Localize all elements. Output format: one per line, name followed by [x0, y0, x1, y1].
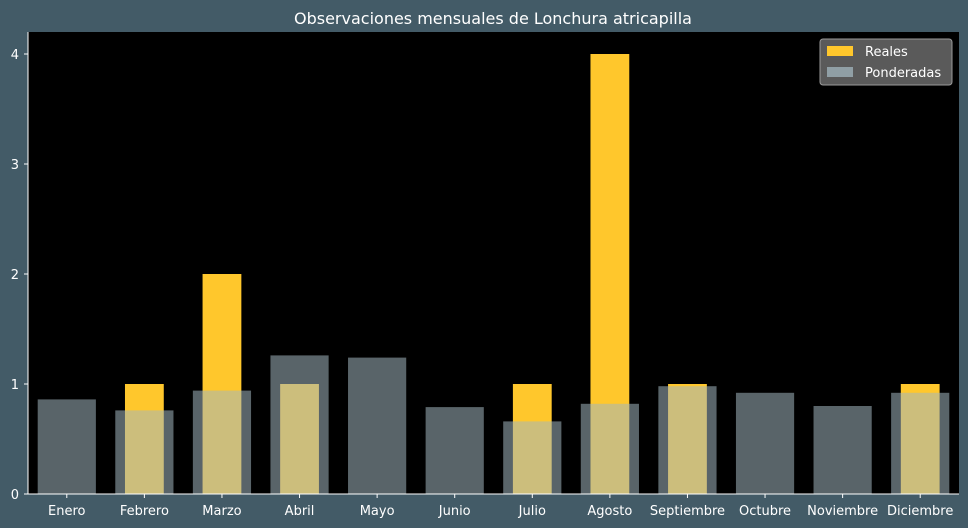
bar-ponderadas-junio — [425, 407, 484, 494]
y-tick-label: 0 — [11, 488, 19, 503]
legend-label-reales: Reales — [865, 45, 908, 60]
y-tick-label: 4 — [11, 48, 19, 63]
bar-ponderadas-noviembre — [813, 406, 872, 494]
bar-ponderadas-diciembre — [891, 392, 950, 494]
bar-ponderadas-agosto — [580, 403, 639, 494]
x-tick-label: Julio — [518, 504, 546, 519]
bar-ponderadas-octubre — [735, 392, 795, 494]
bar-ponderadas-enero — [37, 399, 96, 494]
bar-ponderadas-marzo — [192, 390, 252, 494]
y-tick-label: 2 — [11, 268, 19, 283]
x-tick-label: Diciembre — [887, 504, 953, 519]
bar-ponderadas-febrero — [115, 410, 174, 494]
y-tick-label: 3 — [11, 158, 19, 173]
bar-ponderadas-abril — [270, 355, 329, 494]
bar-ponderadas-septiembre — [658, 386, 717, 494]
x-tick-label: Mayo — [360, 504, 395, 519]
plot-area — [28, 32, 959, 494]
series-ponderadas-bars — [37, 355, 950, 494]
legend-label-ponderadas: Ponderadas — [865, 66, 941, 81]
x-tick-label: Abril — [285, 504, 315, 519]
x-axis: Enero Febrero Marzo Abril Mayo Junio Julio Agos… — [28, 493, 959, 519]
y-tick-label: 1 — [11, 378, 19, 393]
chart-title: Observaciones mensuales de Lonchura atri… — [294, 9, 692, 28]
x-tick-label: Septiembre — [650, 504, 725, 519]
x-tick-label: Febrero — [120, 504, 169, 519]
x-tick-label: Marzo — [202, 504, 241, 519]
legend: Reales Ponderadas — [819, 38, 953, 86]
x-tick-label: Agosto — [587, 504, 632, 519]
legend-swatch-ponderadas — [827, 67, 853, 77]
x-tick-label: Octubre — [739, 504, 791, 519]
x-tick-label: Noviembre — [807, 504, 878, 519]
x-tick-label: Junio — [438, 504, 471, 519]
y-axis: 0 1 2 3 4 — [11, 32, 29, 503]
bar-ponderadas-julio — [503, 421, 562, 494]
legend-swatch-reales — [827, 46, 853, 56]
bar-ponderadas-mayo — [348, 357, 407, 494]
x-tick-label: Enero — [48, 504, 86, 519]
